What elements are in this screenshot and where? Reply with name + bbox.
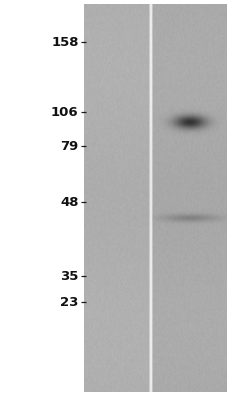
Text: 158: 158: [51, 36, 78, 48]
Text: 35: 35: [60, 270, 78, 282]
Text: 23: 23: [60, 296, 78, 308]
Text: 106: 106: [51, 106, 78, 118]
Text: 48: 48: [60, 196, 78, 208]
Text: 79: 79: [60, 140, 78, 152]
